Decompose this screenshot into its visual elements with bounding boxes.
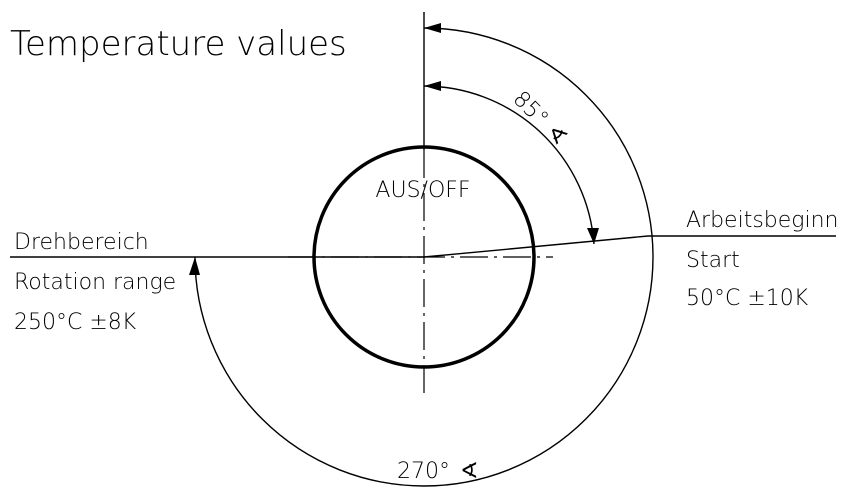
- start-value: 50°C ±10K: [686, 286, 809, 311]
- start-label-en: Start: [686, 248, 740, 273]
- rotation-range-label-de: Drehbereich: [14, 230, 149, 255]
- off-label: AUS/OFF: [375, 178, 470, 203]
- angle-85-label: 85°∢: [508, 87, 572, 151]
- rotation-range-value: 250°C ±8K: [14, 310, 137, 335]
- angle-85-arc: [423, 85, 595, 245]
- angle-270-label: 270° ∢: [397, 459, 478, 484]
- diagram-title: Temperature values: [10, 24, 347, 64]
- start-direction-line: [423, 235, 649, 258]
- angle-270-arrowhead-left: [189, 257, 200, 275]
- angle-270-arc: [194, 27, 654, 487]
- angle-85-arrowhead-bottom: [587, 228, 599, 244]
- start-label-de: Arbeitsbeginn: [686, 208, 839, 233]
- rotation-range-label-en: Rotation range: [14, 270, 176, 295]
- angle-270-arrowhead-top: [424, 23, 441, 33]
- angle-85-arrowhead-top: [424, 81, 441, 91]
